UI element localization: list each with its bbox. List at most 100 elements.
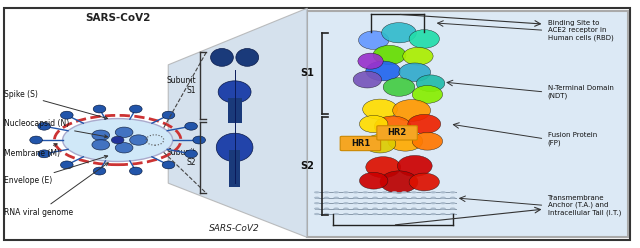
Ellipse shape [380,171,418,193]
Text: Transmembrane
Anchor (T.A.) and
Intracellular Tail (I.T.): Transmembrane Anchor (T.A.) and Intracel… [548,195,621,216]
Circle shape [420,213,426,215]
Ellipse shape [92,130,109,140]
FancyBboxPatch shape [377,126,417,140]
Circle shape [411,197,417,199]
Circle shape [362,197,368,199]
Circle shape [440,208,446,210]
Ellipse shape [111,136,124,144]
Ellipse shape [38,122,51,130]
Circle shape [392,208,397,210]
Circle shape [382,202,388,204]
Ellipse shape [409,30,440,48]
Bar [229,150,240,187]
Circle shape [333,208,339,210]
Ellipse shape [115,143,133,153]
Circle shape [314,208,319,210]
Circle shape [353,197,358,199]
Ellipse shape [61,111,73,119]
Circle shape [401,213,407,215]
Circle shape [324,191,330,193]
Circle shape [372,213,378,215]
FancyBboxPatch shape [4,8,630,240]
Ellipse shape [193,136,205,144]
Ellipse shape [162,161,175,169]
FancyBboxPatch shape [340,136,381,151]
Ellipse shape [61,161,73,169]
Ellipse shape [363,99,397,119]
Circle shape [333,191,339,193]
Ellipse shape [236,49,259,66]
Ellipse shape [412,86,443,103]
Ellipse shape [93,105,106,113]
Circle shape [362,208,368,210]
Ellipse shape [399,63,431,81]
Circle shape [353,208,358,210]
Circle shape [372,202,378,204]
Circle shape [450,202,456,204]
Circle shape [431,202,436,204]
Ellipse shape [93,167,106,175]
Circle shape [362,191,368,193]
Circle shape [431,208,436,210]
Circle shape [401,191,407,193]
Ellipse shape [115,127,133,137]
Circle shape [420,208,426,210]
Circle shape [450,191,456,193]
Text: Subunit
S1: Subunit S1 [166,76,196,95]
Ellipse shape [364,134,396,153]
Ellipse shape [366,157,401,178]
Circle shape [324,202,330,204]
Ellipse shape [383,78,415,96]
Circle shape [314,197,319,199]
Circle shape [450,213,456,215]
Circle shape [411,191,417,193]
Circle shape [362,202,368,204]
Ellipse shape [412,132,443,150]
Circle shape [411,208,417,210]
Text: HR1: HR1 [351,139,370,148]
Circle shape [372,191,378,193]
Circle shape [343,208,349,210]
Ellipse shape [403,47,433,65]
Circle shape [382,213,388,215]
Polygon shape [168,8,307,237]
Text: SARS-CoV2: SARS-CoV2 [209,224,260,233]
Text: N-Terminal Domain
(NDT): N-Terminal Domain (NDT) [548,85,613,99]
Ellipse shape [393,100,431,121]
Circle shape [420,202,426,204]
Circle shape [392,191,397,193]
Circle shape [343,202,349,204]
FancyBboxPatch shape [307,11,628,237]
Circle shape [411,213,417,215]
Circle shape [382,197,388,199]
Circle shape [353,213,358,215]
Circle shape [401,202,407,204]
Ellipse shape [218,81,251,103]
Circle shape [440,202,446,204]
Circle shape [440,191,446,193]
Circle shape [392,202,397,204]
Circle shape [411,202,417,204]
Circle shape [343,191,349,193]
Ellipse shape [129,105,142,113]
Circle shape [431,213,436,215]
Ellipse shape [409,173,440,191]
Circle shape [333,202,339,204]
Circle shape [324,213,330,215]
Circle shape [353,191,358,193]
Circle shape [420,197,426,199]
Ellipse shape [360,115,388,133]
Circle shape [353,202,358,204]
Circle shape [440,197,446,199]
Text: RNA viral genome: RNA viral genome [4,163,108,217]
Ellipse shape [216,133,253,162]
Circle shape [431,197,436,199]
Circle shape [343,213,349,215]
Circle shape [324,197,330,199]
Circle shape [450,208,456,210]
Ellipse shape [373,45,406,64]
Ellipse shape [185,122,198,130]
Text: HR2: HR2 [387,128,406,137]
Text: Binding Site to
ACE2 receptor in
Human cells (RBD): Binding Site to ACE2 receptor in Human c… [548,20,613,40]
Circle shape [314,191,319,193]
